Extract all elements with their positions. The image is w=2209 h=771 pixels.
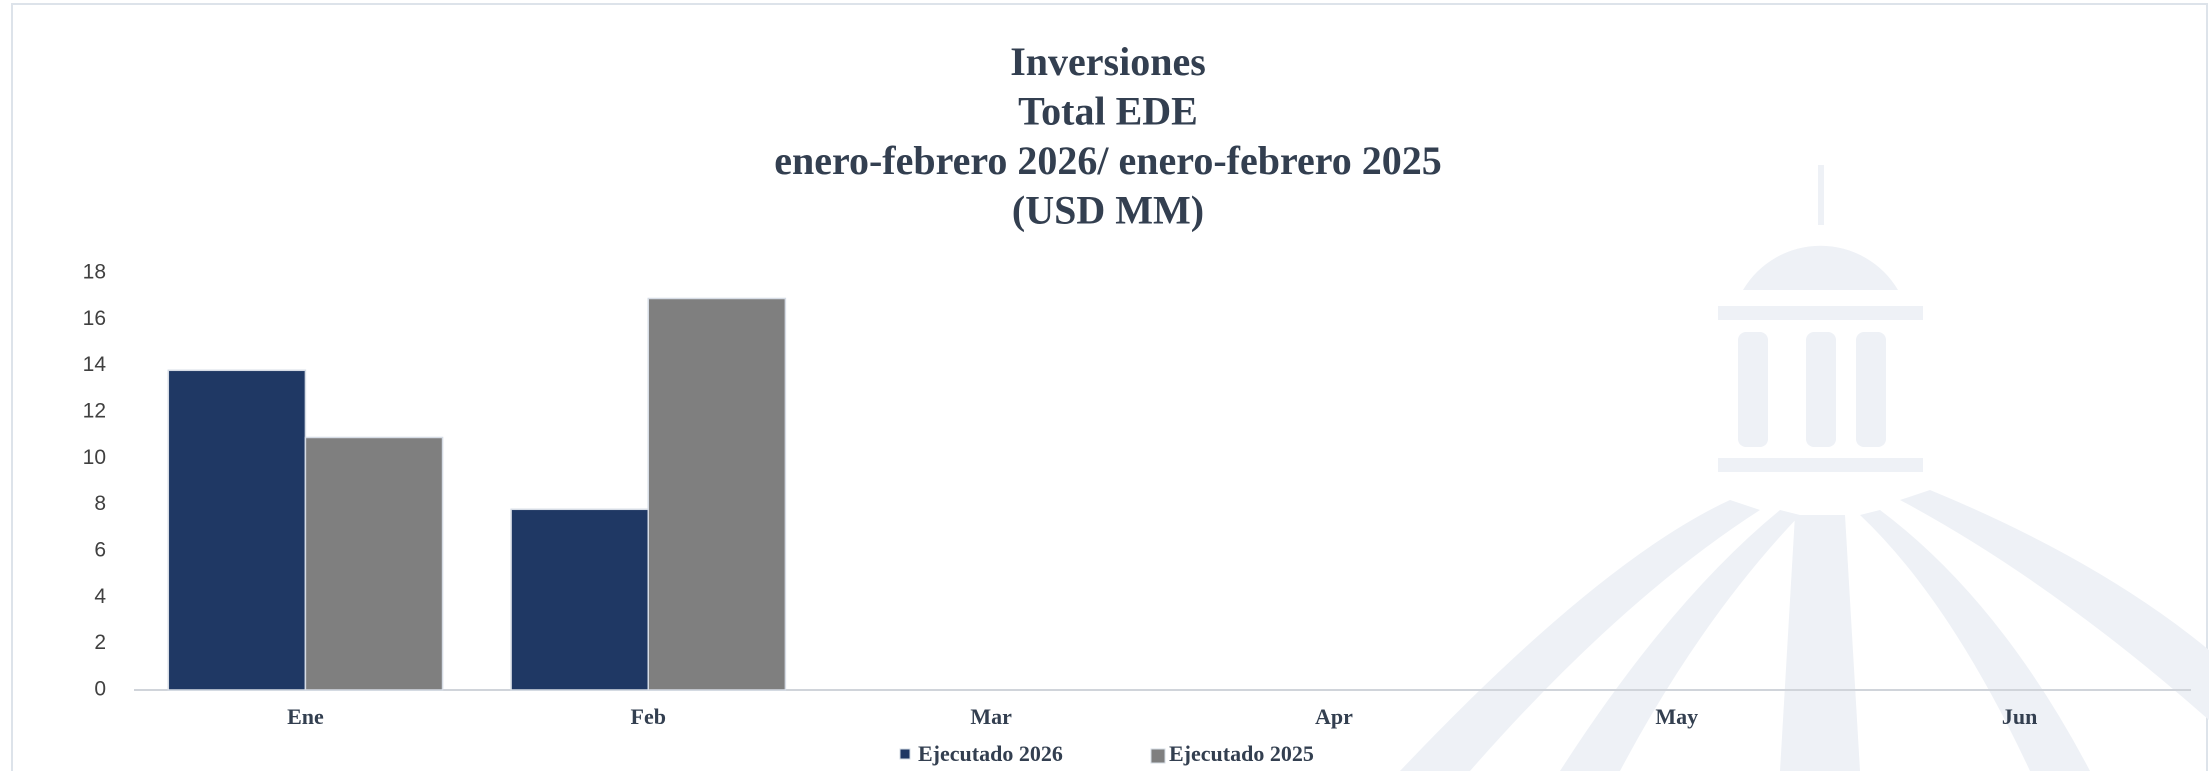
y-tick-label: 2 — [94, 631, 106, 654]
y-tick-label: 18 — [83, 261, 106, 284]
bar — [648, 298, 785, 690]
bar — [511, 509, 648, 690]
legend-label: Ejecutado 2026 — [918, 741, 1063, 766]
y-tick-label: 12 — [83, 400, 106, 423]
watermark — [1400, 165, 2209, 771]
bar — [305, 437, 442, 690]
y-tick-label: 14 — [83, 353, 107, 376]
y-tick-label: 16 — [83, 307, 106, 330]
legend-swatch — [900, 749, 910, 759]
y-tick-label: 0 — [94, 678, 106, 701]
x-tick-label: Feb — [631, 704, 666, 729]
y-tick-label: 6 — [94, 539, 106, 562]
x-tick-label: Mar — [970, 704, 1012, 729]
chart-title: enero-febrero 2026/ enero-febrero 2025 — [774, 138, 1442, 183]
chart-title: (USD MM) — [1012, 188, 1204, 233]
chart-title: Total EDE — [1018, 89, 1198, 134]
legend-swatch — [1151, 749, 1165, 763]
chart-title: Inversiones — [1010, 39, 1206, 84]
x-tick-label: Jun — [2002, 704, 2037, 729]
y-tick-label: 4 — [94, 585, 106, 608]
chart: Inversiones Total EDEenero-febrero 2026/ … — [0, 0, 2209, 771]
y-tick-label: 10 — [83, 446, 106, 469]
y-tick-label: 8 — [94, 492, 106, 515]
x-tick-label: Ene — [287, 704, 324, 729]
bar — [168, 370, 305, 690]
x-tick-label: May — [1655, 704, 1698, 729]
legend-label: Ejecutado 2025 — [1169, 741, 1314, 766]
x-tick-label: Apr — [1315, 704, 1353, 729]
